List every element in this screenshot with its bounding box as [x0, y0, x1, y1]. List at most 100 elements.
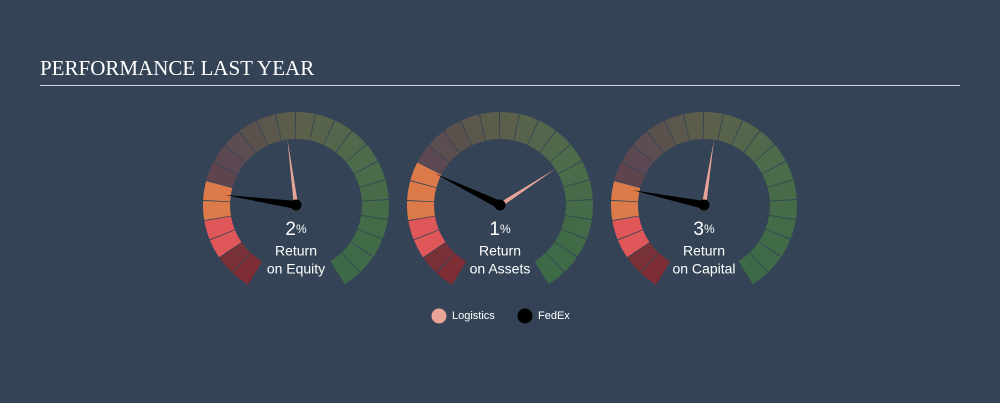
gauge-segment: [204, 216, 235, 240]
gauge-segment: [413, 230, 446, 258]
gauge-segment: [563, 180, 593, 201]
gauge-segment: [357, 215, 388, 239]
value-unit: %: [500, 222, 511, 236]
needle: [498, 168, 556, 207]
gauge-segment: [206, 162, 238, 188]
gauge-segment: [219, 242, 251, 273]
value-unit: %: [704, 222, 715, 236]
gauge-segment: [647, 121, 676, 153]
gauge-segment: [762, 161, 794, 187]
gauge-segment: [565, 199, 593, 220]
gauge-segment: [359, 180, 389, 201]
gauge-label: Return: [683, 243, 725, 259]
gauge-segment: [460, 114, 486, 146]
gauge-segment: [554, 229, 587, 257]
gauge-segment: [527, 120, 556, 153]
needle: [435, 173, 502, 209]
gauge-label: Return: [275, 243, 317, 259]
gauge-segment: [239, 121, 268, 153]
value-unit: %: [296, 222, 307, 236]
gauge-label: Return: [479, 243, 521, 259]
gauge-segment: [611, 200, 639, 221]
needle: [287, 139, 299, 206]
gauge-segment: [232, 253, 263, 285]
value-label: 1%: [489, 219, 511, 240]
gauge-segment: [758, 229, 791, 257]
gauge-segment: [480, 112, 500, 141]
gauge-segment: [330, 252, 360, 285]
gauge-label: on Equity: [267, 261, 325, 277]
legend-label: Logistics: [452, 310, 495, 322]
needle: [633, 190, 705, 209]
gauge-segment: [407, 181, 437, 202]
gauge-segment: [738, 252, 768, 285]
gauge-segment: [633, 131, 664, 163]
gauge-segment: [612, 216, 643, 240]
gauge-segment: [545, 242, 577, 272]
value-number: 3: [693, 219, 704, 240]
gauge-segment: [341, 242, 373, 272]
gauge-segment: [429, 131, 460, 163]
gauge-segment: [443, 121, 472, 153]
gauge-label: on Assets: [470, 261, 531, 277]
gauge-segment: [436, 253, 467, 285]
gauge-segment: [256, 114, 282, 146]
gauge-segment: [514, 114, 539, 145]
gauge-segment: [704, 112, 724, 141]
gauge-segment: [213, 145, 246, 175]
gauge-segment: [423, 242, 455, 273]
gauge-segment: [558, 161, 590, 187]
gauge-segment: [203, 181, 233, 202]
gauge-segment: [310, 114, 335, 145]
gauge-segment: [408, 216, 439, 240]
gauge-segment: [500, 112, 520, 141]
gauge-segment: [361, 199, 390, 220]
value-label: 3%: [693, 219, 715, 240]
value-number: 2: [285, 219, 296, 240]
gauge-segment: [767, 180, 797, 201]
gauge-segment: [664, 114, 690, 146]
gauge-segment: [550, 144, 582, 174]
legend-marker: [431, 308, 447, 324]
gauge-segment: [621, 145, 654, 175]
legend-marker: [517, 308, 533, 324]
legend-label: FedEx: [538, 310, 570, 322]
gauge-segment: [765, 215, 796, 239]
gauge-segment: [614, 162, 646, 188]
gauge-segment: [209, 230, 242, 258]
gauge-segment: [627, 242, 659, 273]
gauge-segment: [539, 130, 571, 162]
gauge-segment: [534, 252, 564, 285]
gauge-segment: [749, 242, 781, 272]
gauge-segment: [346, 144, 378, 174]
gauge-segment: [754, 144, 786, 174]
chart-title: PERFORMANCE LAST YEAR: [40, 56, 314, 80]
gauge-segment: [225, 131, 256, 163]
gauge-segment: [684, 112, 704, 141]
needle-hub: [698, 199, 710, 211]
needle: [224, 194, 297, 209]
gauge-label: on Capital: [672, 261, 735, 277]
gauge-segment: [323, 120, 352, 153]
gauge-segment: [731, 120, 760, 153]
gauge-segment: [769, 199, 797, 220]
needle-hub: [290, 199, 302, 211]
gauge-segment: [276, 112, 296, 141]
gauge-segment: [410, 162, 442, 188]
gauge-segment: [640, 253, 671, 285]
value-label: 2%: [285, 219, 307, 240]
value-number: 1: [489, 219, 500, 240]
gauge-segment: [350, 229, 383, 257]
gauge-segment: [743, 130, 775, 162]
gauge-segment: [718, 114, 743, 145]
gauge-segment: [611, 181, 641, 202]
gauge-segment: [417, 145, 450, 175]
gauge-segment: [407, 200, 435, 221]
gauge-segment: [335, 130, 367, 162]
needle-hub: [494, 199, 506, 211]
gauge-segment: [296, 112, 316, 141]
gauge-segment: [203, 200, 231, 221]
needle: [701, 139, 714, 206]
gauge-segment: [617, 230, 650, 258]
